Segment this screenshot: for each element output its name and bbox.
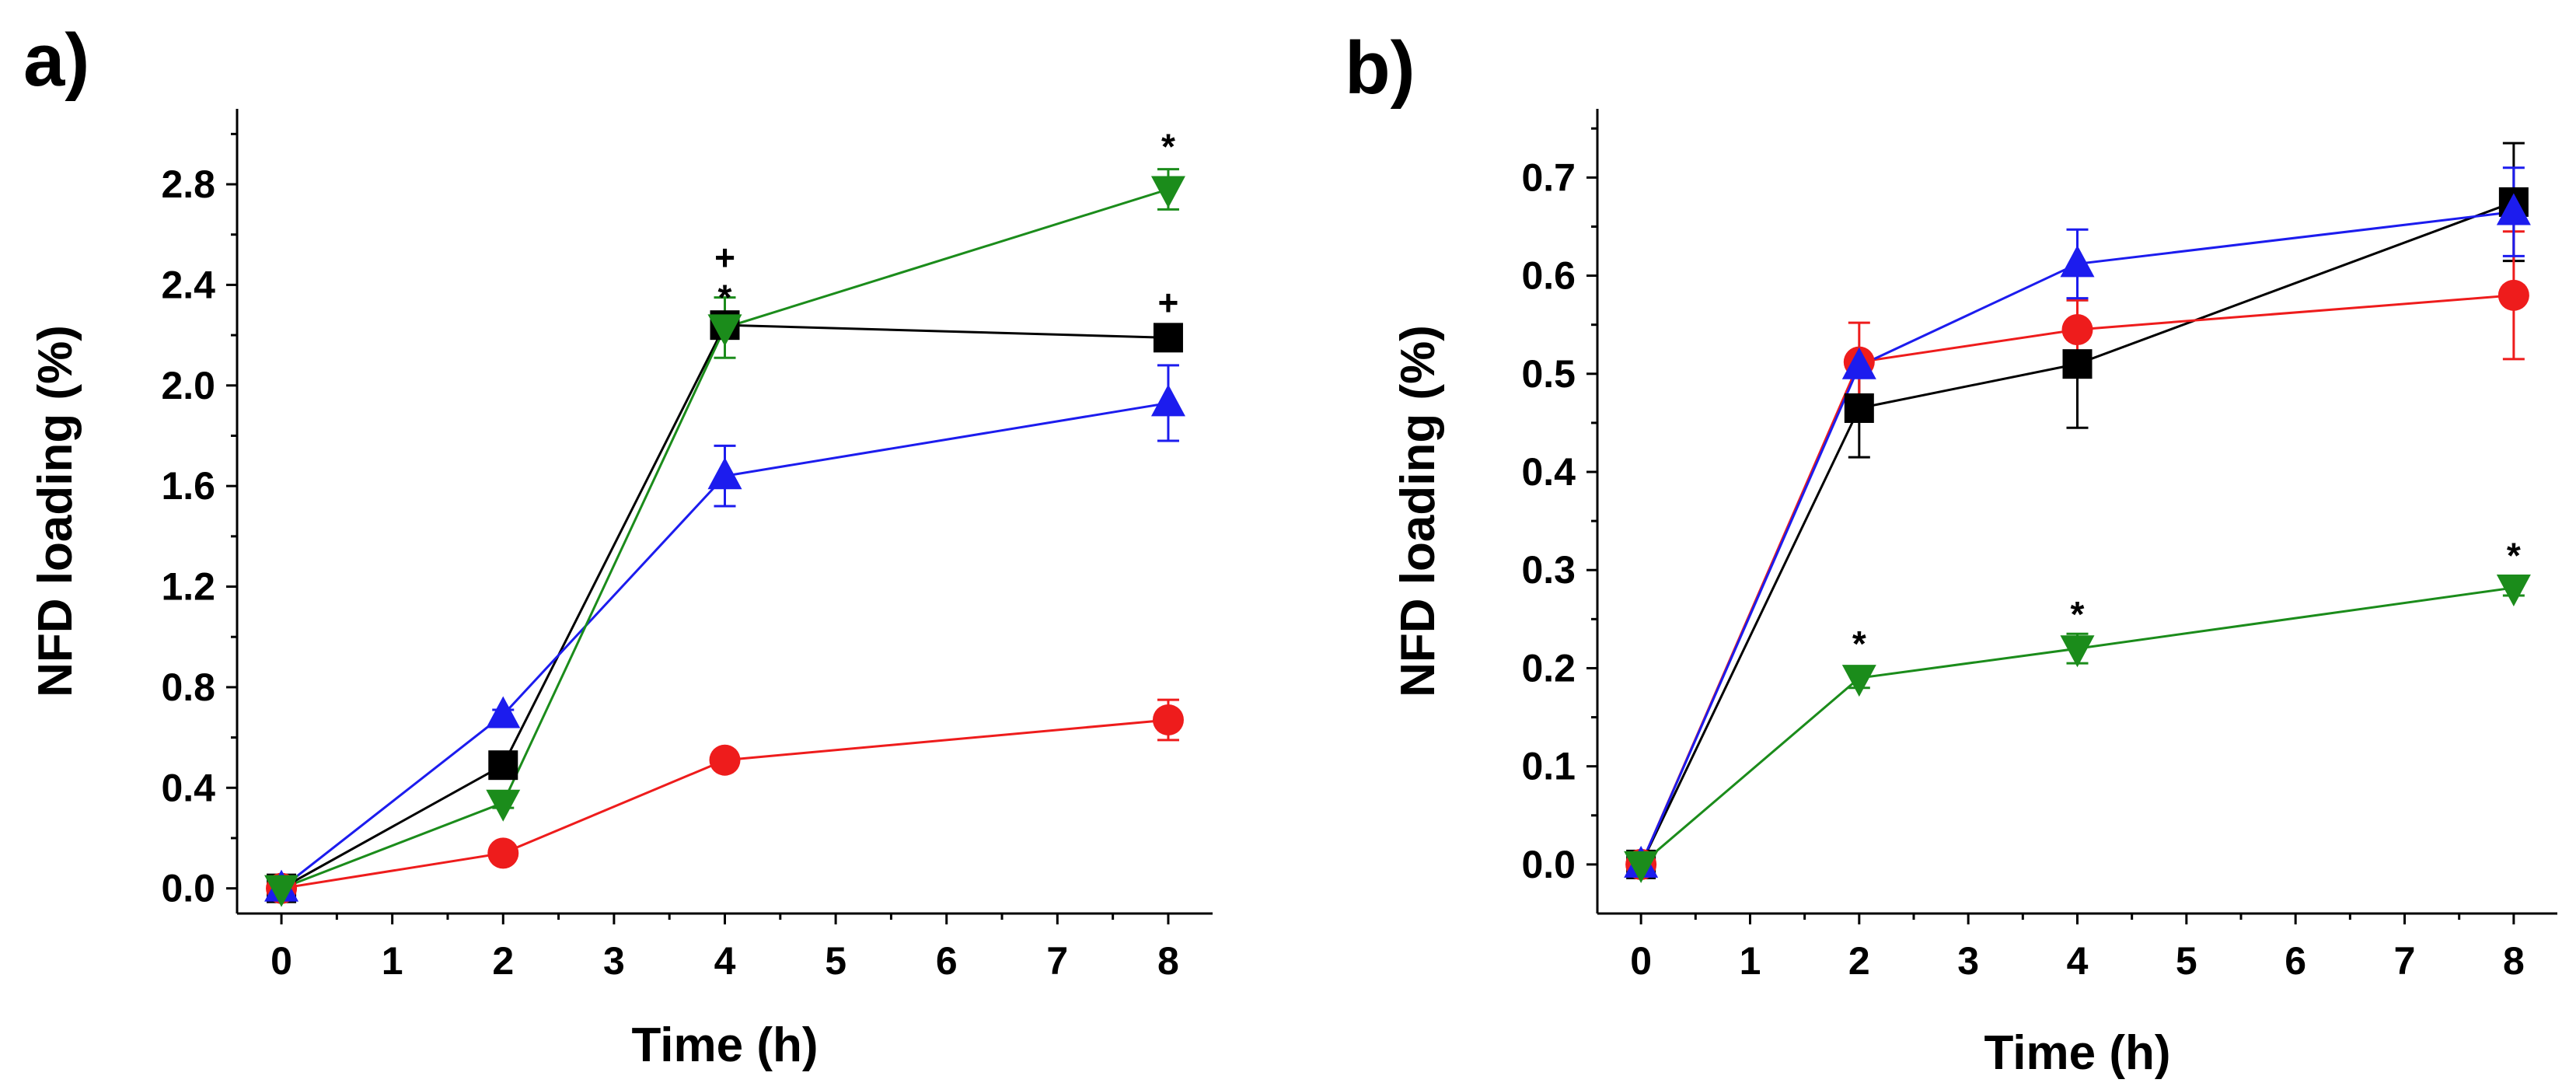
- y-tick-label: 0.4: [161, 766, 215, 809]
- y-tick-label: 2.8: [161, 162, 215, 206]
- x-tick-label: 1: [1740, 939, 1761, 983]
- significance-marker: *: [1852, 624, 1866, 664]
- x-tick-label: 4: [2067, 939, 2089, 983]
- data-point-triangle-up: [2060, 245, 2095, 278]
- x-tick-label: 0: [271, 939, 292, 983]
- series-line: [281, 188, 1169, 890]
- series-line: [281, 323, 1168, 889]
- y-axis-title: NFD loading (%): [29, 325, 82, 697]
- x-tick-label: 5: [2176, 939, 2197, 983]
- x-axis-title: Time (h): [1984, 1026, 2171, 1080]
- significance-marker: +: [1158, 282, 1179, 323]
- y-tick-label: 0.0: [161, 867, 215, 910]
- x-axis-title: Time (h): [632, 1018, 819, 1072]
- x-tick-label: 7: [2394, 939, 2416, 983]
- y-tick-label: 1.6: [161, 464, 215, 508]
- x-tick-label: 3: [1957, 939, 1979, 983]
- series-line: [281, 401, 1169, 889]
- x-tick-label: 7: [1046, 939, 1068, 983]
- series-line: [1639, 211, 2515, 865]
- x-tick-label: 4: [714, 939, 736, 983]
- y-tick-label: 0.0: [1521, 843, 1576, 886]
- data-point-triangle-down: [1841, 665, 1876, 697]
- data-point-triangle-down: [486, 789, 521, 822]
- significance-marker: *: [2507, 535, 2521, 575]
- y-tick-label: 0.2: [1521, 646, 1576, 690]
- data-point-circle: [487, 837, 519, 869]
- significance-marker: +: [714, 237, 735, 278]
- data-point-square: [1153, 323, 1183, 353]
- data-point-triangle-down: [707, 314, 742, 347]
- data-point-triangle-down: [1624, 851, 1659, 883]
- x-tick-label: 2: [492, 939, 514, 983]
- y-tick-label: 0.3: [1521, 548, 1576, 592]
- panel-label: b): [1345, 26, 1415, 110]
- y-tick-label: 2.4: [161, 263, 215, 306]
- y-tick-label: 0.6: [1521, 254, 1576, 298]
- x-tick-label: 5: [825, 939, 846, 983]
- y-tick-label: 2.0: [161, 364, 215, 407]
- y-tick-label: 0.1: [1521, 745, 1576, 788]
- panel-label: a): [23, 19, 89, 102]
- data-point-triangle-up: [2496, 193, 2531, 225]
- x-tick-label: 1: [382, 939, 403, 983]
- data-point-triangle-up: [486, 696, 521, 728]
- series-line: [1639, 201, 2515, 865]
- data-point-circle: [2061, 313, 2093, 345]
- data-point-triangle-up: [1841, 347, 1876, 379]
- x-tick-label: 2: [1848, 939, 1870, 983]
- data-point-circle: [709, 744, 741, 776]
- data-point-triangle-down: [264, 875, 299, 907]
- x-tick-label: 8: [1157, 939, 1179, 983]
- x-tick-label: 3: [603, 939, 625, 983]
- y-tick-label: 0.5: [1521, 352, 1576, 396]
- y-tick-label: 0.7: [1521, 155, 1576, 199]
- series-line: [281, 718, 1169, 890]
- chart-panel-a: a) 0 1 2 3 4 5 6 7 8 0.0 0.4 0.8 1.2 1.6 2.0 2.4 2.8 Time …: [23, 19, 1213, 1072]
- chart-panel-b: b) 0 1 2 3 4 5 6 7 8 0.0 0.1 0.2 0.3 0.4 0.5 0.6 0.7 Time …: [1345, 26, 2557, 1080]
- y-tick-label: 0.8: [161, 666, 215, 709]
- x-tick-label: 6: [936, 939, 958, 983]
- y-tick-label: 1.2: [161, 565, 215, 609]
- x-tick-label: 0: [1630, 939, 1652, 983]
- data-point-square: [1844, 393, 1874, 423]
- x-tick-label: 6: [2285, 939, 2306, 983]
- data-point-square: [2062, 349, 2093, 379]
- data-point-triangle-up: [1150, 384, 1185, 417]
- data-point-square: [488, 750, 518, 781]
- data-point-triangle-down: [1150, 176, 1185, 208]
- data-point-triangle-down: [2496, 574, 2531, 606]
- data-point-triangle-down: [2060, 635, 2095, 668]
- significance-marker: *: [2071, 594, 2085, 634]
- series-line: [1640, 586, 2515, 866]
- data-point-circle: [2497, 279, 2529, 311]
- x-tick-label: 8: [2503, 939, 2525, 983]
- y-tick-label: 0.4: [1521, 450, 1576, 494]
- data-point-circle: [1152, 704, 1184, 735]
- y-axis-title: NFD loading (%): [1391, 325, 1445, 697]
- significance-marker: *: [718, 278, 732, 318]
- significance-marker: *: [1161, 127, 1175, 167]
- data-point-triangle-up: [707, 457, 742, 490]
